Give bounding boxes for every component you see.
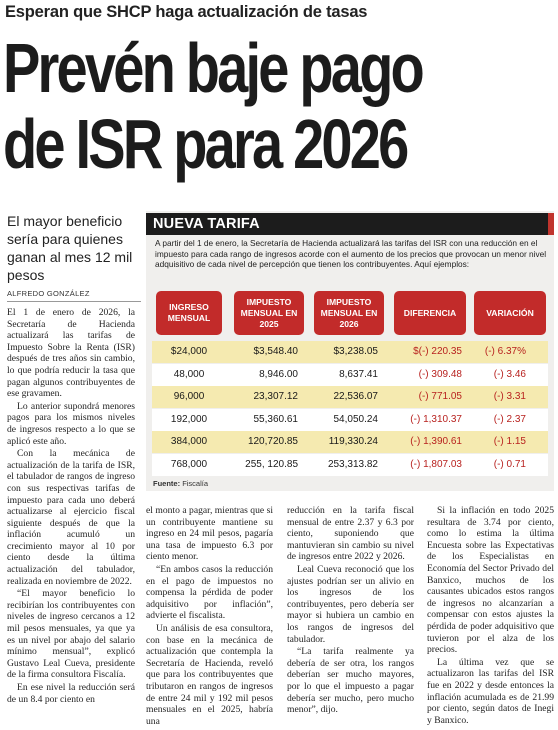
cell-ingreso: 192,000 xyxy=(170,413,208,425)
cell-imp2025: $3,548.40 xyxy=(253,346,299,357)
cell-diferencia: (-) 1,310.37 xyxy=(410,413,462,425)
cell-imp2026: 54,050.24 xyxy=(333,413,379,425)
cell-diferencia: (-) 771.05 xyxy=(418,391,462,402)
header-impuesto-2025: IMPUESTO MENSUAL EN 2025 xyxy=(234,291,304,335)
cell-diferencia: $(-) 220.35 xyxy=(413,346,462,357)
headline: Prevén baje pago de ISR para 2026 xyxy=(3,30,445,182)
cell-variacion: (-) 6.37% xyxy=(484,346,526,357)
cell-ingreso: 48,000 xyxy=(173,368,205,380)
paragraph: el monto a pagar, mientras que si un con… xyxy=(146,505,273,563)
cell-ingreso: 384,000 xyxy=(170,436,208,447)
body-column-4: Si la inflación en todo 2025 resultara d… xyxy=(427,505,554,727)
body-column-3: reducción en la tarifa fiscal mensual de… xyxy=(287,505,414,717)
cell-imp2025: 120,720.85 xyxy=(247,436,298,447)
paragraph: “El mayor beneficio lo recibirían los co… xyxy=(7,588,135,681)
cell-variacion: (-) 3.46 xyxy=(493,368,526,380)
paragraph: Con la mecánica de actualización de la t… xyxy=(7,448,135,587)
table-row: 48,000 8,946.00 8,637.41 (-) 309.48 (-) 3.46 xyxy=(152,363,548,386)
cell-imp2025: 8,946.00 xyxy=(259,368,298,380)
header-diferencia: DIFERENCIA xyxy=(394,291,466,335)
cell-variacion: (-) 2.37 xyxy=(493,413,526,425)
table-row: 384,000 120,720.85 119,330.24 (-) 1,390.61 (… xyxy=(152,431,548,453)
headline-line-1: Prevén baje pago xyxy=(3,29,425,107)
cell-variacion: (-) 1.15 xyxy=(493,436,526,447)
kicker: Esperan que SHCP haga actualización de t… xyxy=(5,3,368,21)
cell-ingreso: 768,000 xyxy=(170,458,208,470)
cell-imp2026: $3,238.05 xyxy=(333,346,379,357)
byline: ALFREDO GONZÁLEZ xyxy=(7,289,141,302)
cell-ingreso: 96,000 xyxy=(173,391,205,402)
paragraph: Leal Cueva reconoció que los ajustes pod… xyxy=(287,563,414,645)
body-column-1: El 1 de enero de 2026, la Secretaría de … xyxy=(7,307,135,706)
header-ingreso: INGRESO MENSUAL xyxy=(156,291,222,335)
table-row: 96,000 23,307.12 22,536.07 (-) 771.05 (-) 3.… xyxy=(152,386,548,408)
paragraph: Si la inflación en todo 2025 resultara d… xyxy=(427,505,554,656)
title-accent xyxy=(548,213,554,235)
source-note: Fuente: Fiscalía xyxy=(153,479,208,488)
cell-diferencia: (-) 1,807.03 xyxy=(410,458,462,470)
table-row: 768,000 255, 120.85 253,313.82 (-) 1,807.03… xyxy=(152,453,548,476)
cell-ingreso: $24,000 xyxy=(170,346,208,357)
source-value: Fiscalía xyxy=(182,479,209,488)
source-label: Fuente: xyxy=(153,479,181,488)
infographic-title: NUEVA TARIFA xyxy=(153,216,260,232)
header-variacion: VARIACIÓN xyxy=(474,291,546,335)
cell-imp2026: 22,536.07 xyxy=(333,391,379,402)
header-impuesto-2026: IMPUESTO MENSUAL EN 2026 xyxy=(314,291,384,335)
table-row: 192,000 55,360.61 54,050.24 (-) 1,310.37 (-)… xyxy=(152,408,548,431)
cell-variacion: (-) 0.71 xyxy=(493,458,526,470)
cell-diferencia: (-) 309.48 xyxy=(418,368,462,380)
paragraph: “La tarifa realmente ya debería de ser o… xyxy=(287,646,414,716)
body-column-2: el monto a pagar, mientras que si un con… xyxy=(146,505,273,728)
paragraph: Un análisis de esa consultora, con base … xyxy=(146,622,273,727)
deck: El mayor beneficio sería para quienes ga… xyxy=(7,213,133,283)
cell-imp2026: 253,313.82 xyxy=(327,458,378,470)
table-row: $24,000 $3,548.40 $3,238.05 $(-) 220.35 (-) … xyxy=(152,341,548,363)
cell-imp2026: 8,637.41 xyxy=(339,368,378,380)
paragraph: La última vez que se actualizaron las ta… xyxy=(427,656,554,726)
cell-diferencia: (-) 1,390.61 xyxy=(410,436,462,447)
infographic-intro: A partir del 1 de enero, la Secretaría d… xyxy=(155,238,547,270)
paragraph: Lo anterior supondrá menores pagos para … xyxy=(7,400,135,447)
cell-imp2026: 119,330.24 xyxy=(328,436,378,447)
cell-variacion: (-) 3.31 xyxy=(493,391,526,402)
tariff-infographic: NUEVA TARIFA A partir del 1 de enero, la… xyxy=(146,211,554,491)
paragraph: reducción en la tarifa fiscal mensual de… xyxy=(287,505,414,563)
cell-imp2025: 23,307.12 xyxy=(253,391,299,402)
cell-imp2025: 255, 120.85 xyxy=(245,458,298,470)
infographic-title-bar: NUEVA TARIFA xyxy=(146,213,554,235)
paragraph: “En ambos casos la reducción en el pago … xyxy=(146,563,273,622)
cell-imp2025: 55,360.61 xyxy=(253,413,299,425)
paragraph: El 1 de enero de 2026, la Secretaría de … xyxy=(7,307,135,400)
paragraph: En ese nivel la reducción será de un 8.4… xyxy=(7,682,135,705)
headline-line-2: de ISR para 2026 xyxy=(3,105,409,183)
